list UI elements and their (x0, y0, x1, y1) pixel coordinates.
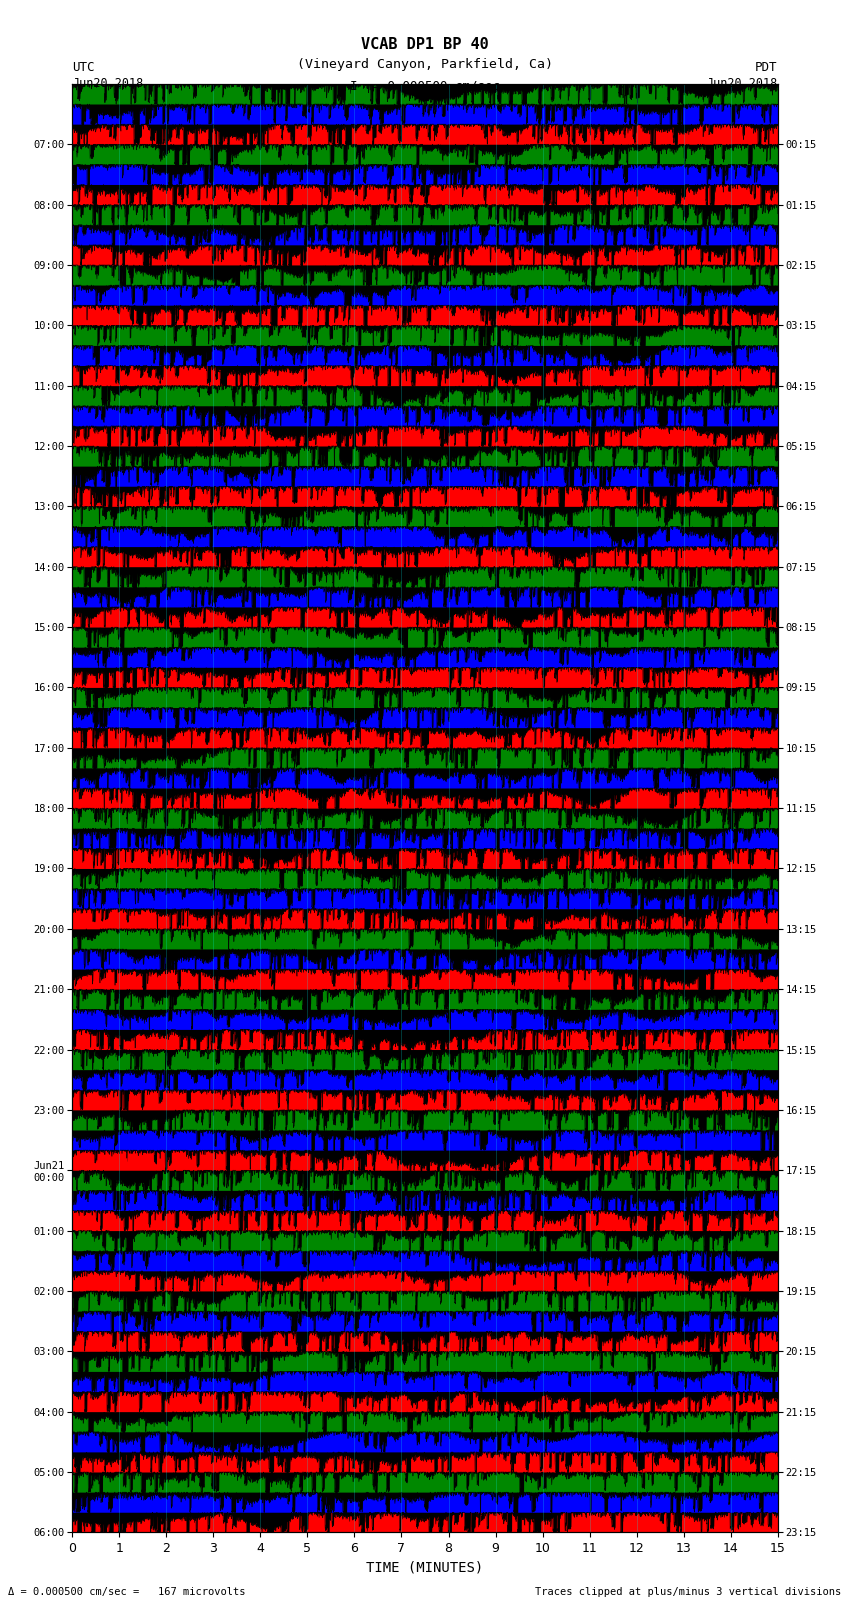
X-axis label: TIME (MINUTES): TIME (MINUTES) (366, 1561, 484, 1574)
Text: Δ = 0.000500 cm/sec =   167 microvolts: Δ = 0.000500 cm/sec = 167 microvolts (8, 1587, 246, 1597)
Text: Jun20,2018: Jun20,2018 (72, 77, 144, 90)
Text: Traces clipped at plus/minus 3 vertical divisions: Traces clipped at plus/minus 3 vertical … (536, 1587, 842, 1597)
Text: (Vineyard Canyon, Parkfield, Ca): (Vineyard Canyon, Parkfield, Ca) (297, 58, 553, 71)
Text: I  = 0.000500 cm/sec: I = 0.000500 cm/sec (350, 79, 500, 92)
Text: PDT: PDT (756, 61, 778, 74)
Text: Jun20,2018: Jun20,2018 (706, 77, 778, 90)
Text: VCAB DP1 BP 40: VCAB DP1 BP 40 (361, 37, 489, 52)
Text: UTC: UTC (72, 61, 94, 74)
